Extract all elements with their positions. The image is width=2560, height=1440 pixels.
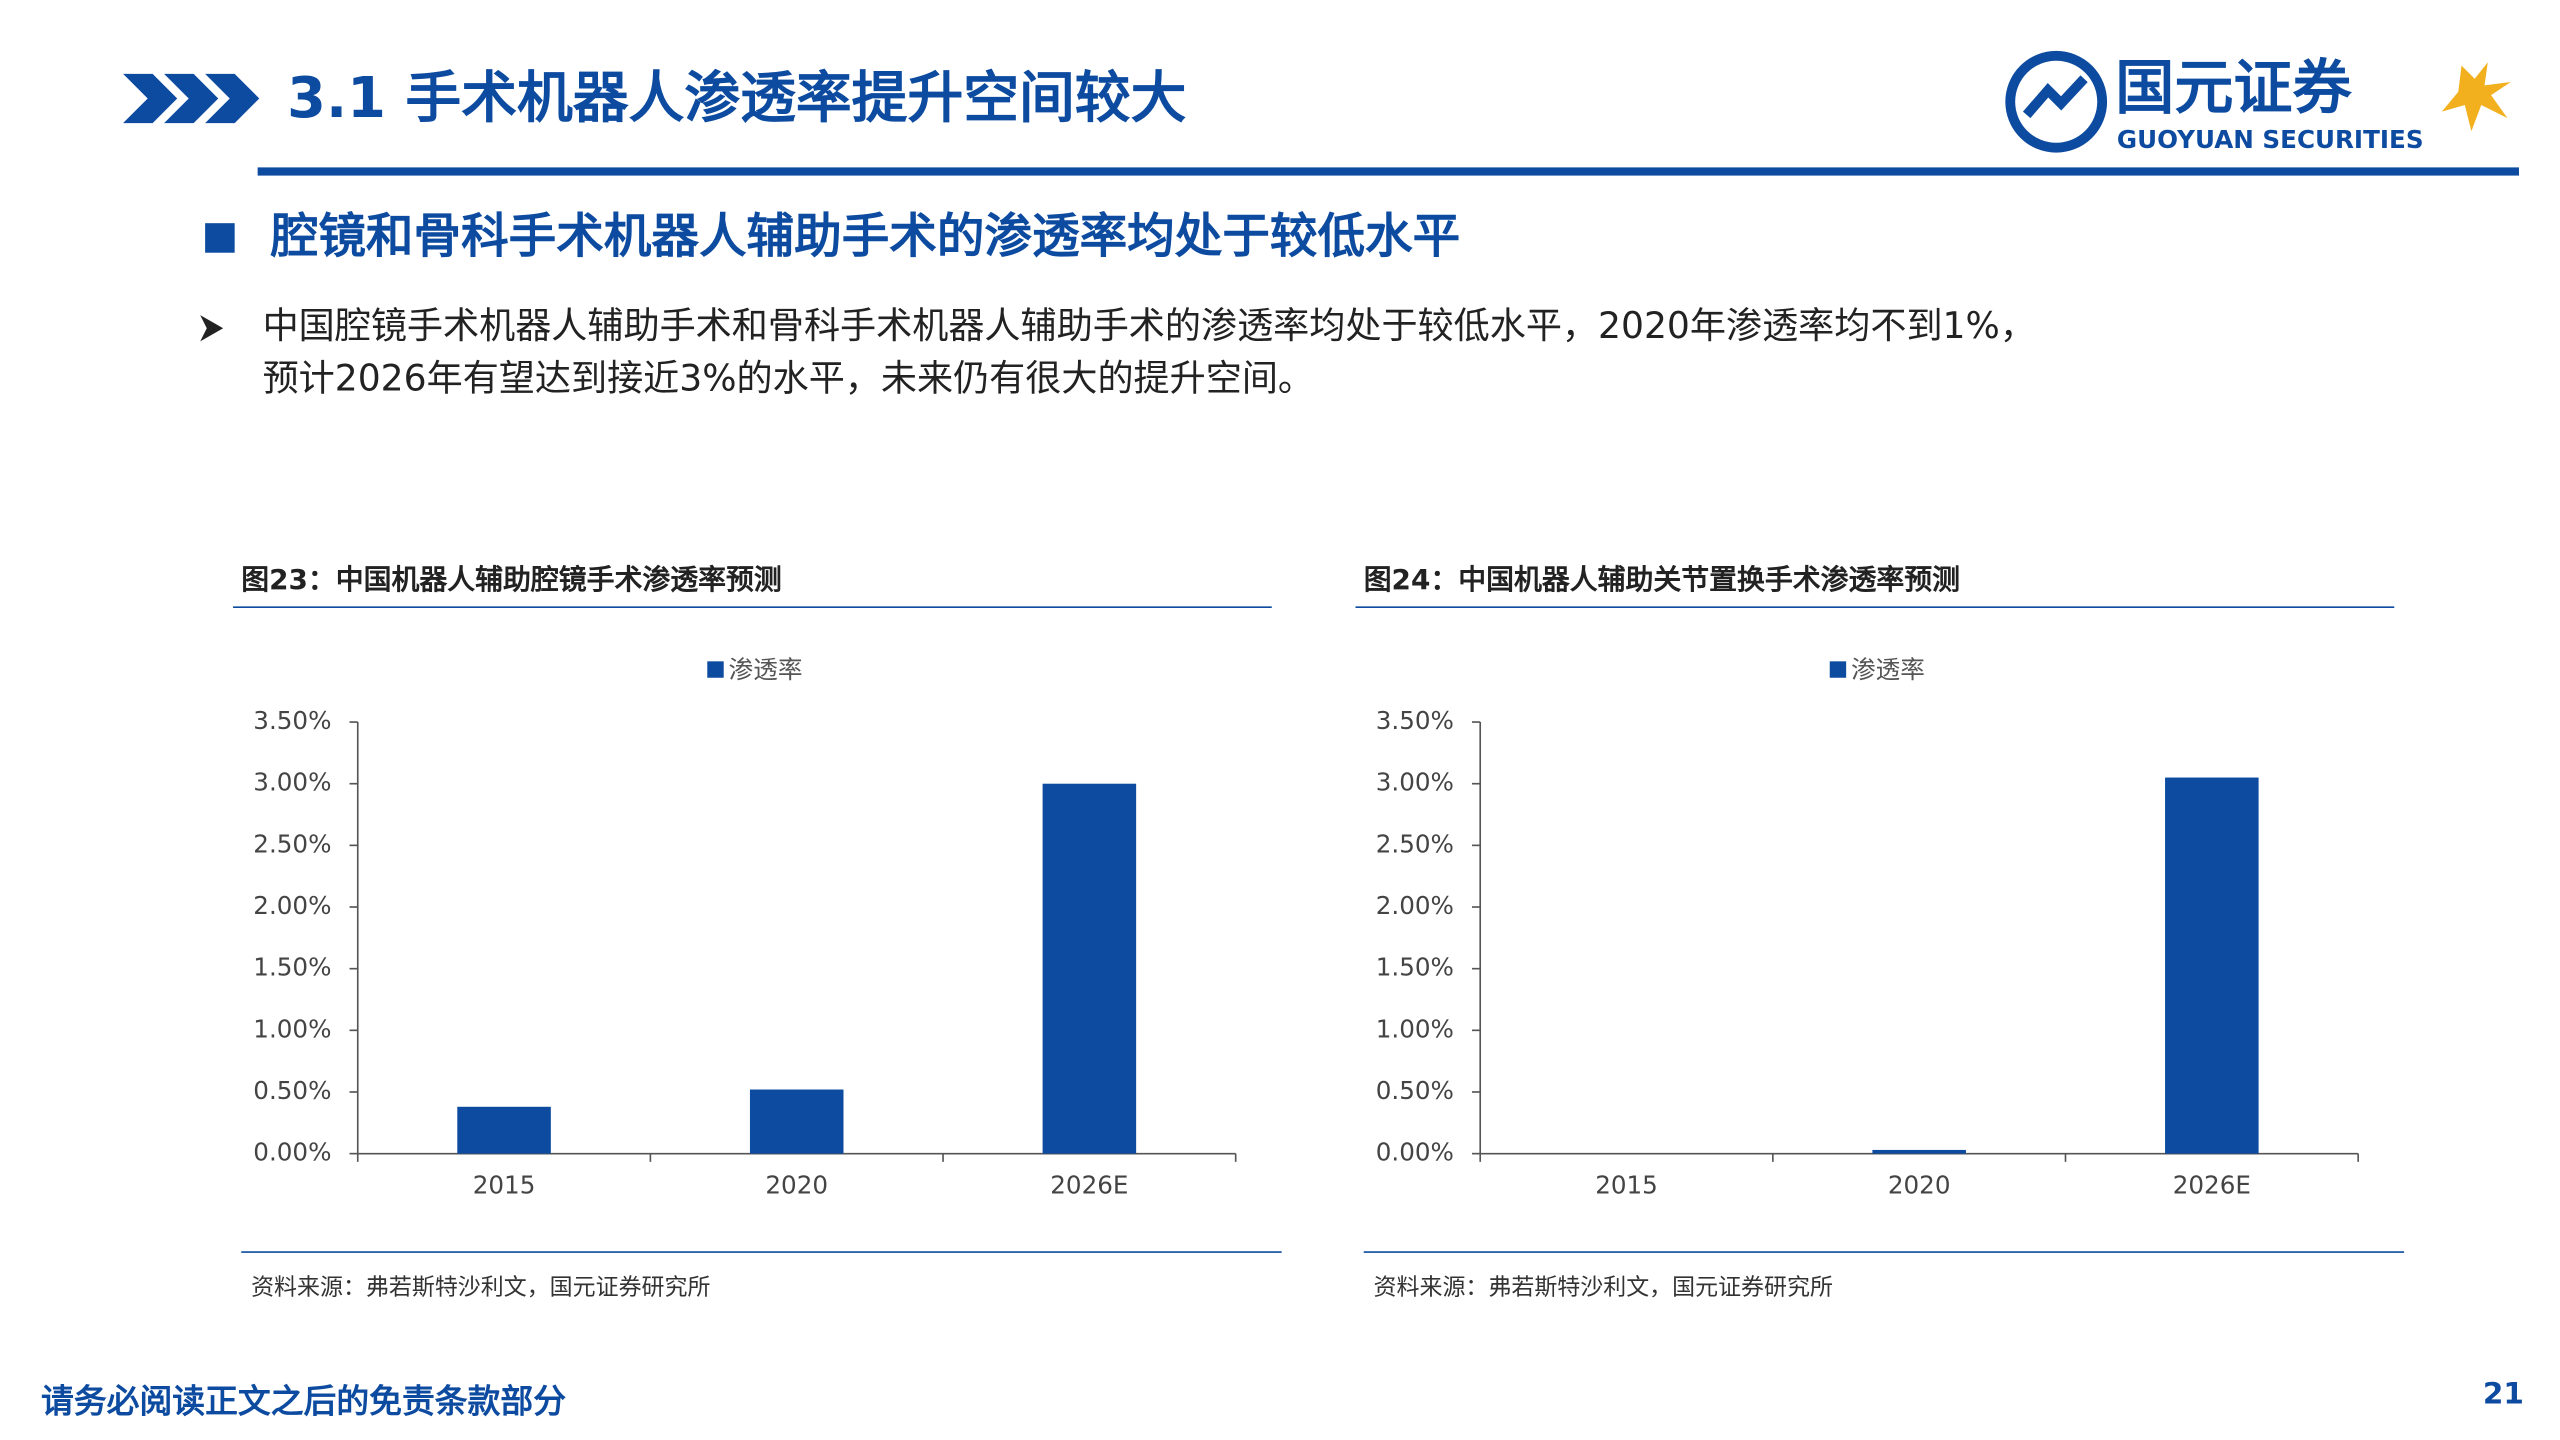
y-tick-label: 3.00% — [1376, 768, 1454, 797]
y-tick-label: 1.00% — [253, 1014, 331, 1043]
legend-label: 渗透率 — [729, 655, 803, 684]
y-tick-label: 0.50% — [1376, 1076, 1454, 1105]
header-rule — [257, 167, 2519, 176]
y-tick-label: 2.00% — [1376, 891, 1454, 920]
x-tick-label: 2015 — [1595, 1170, 1658, 1199]
logo-name: 国元证券 — [2115, 53, 2352, 122]
bar — [1872, 1149, 1966, 1154]
y-tick-label: 3.50% — [253, 706, 331, 735]
y-tick-label: 1.50% — [1376, 953, 1454, 982]
bar — [749, 1089, 844, 1154]
y-tick-label: 0.50% — [253, 1076, 331, 1105]
logo — [2005, 50, 2511, 153]
bullet-marker — [200, 315, 224, 342]
chart-title: 图23：中国机器人辅助腔镜手术渗透率预测 — [241, 563, 782, 596]
x-tick-label: 2020 — [765, 1170, 828, 1199]
legend-swatch — [707, 661, 724, 678]
bar — [457, 1106, 551, 1154]
bullet-line: 预计2026年有望达到接近3%的水平，未来仍有很大的提升空间。 — [263, 357, 1314, 400]
y-tick-label: 0.00% — [253, 1138, 331, 1167]
section-square — [205, 223, 235, 253]
source: 资料来源：弗若斯特沙利文，国元证券研究所 — [251, 1275, 710, 1301]
x-tick-label: 2015 — [473, 1170, 536, 1199]
header-arrows — [123, 73, 260, 124]
y-tick-label: 1.00% — [1376, 1014, 1454, 1043]
y-tick-label: 3.50% — [1376, 706, 1454, 735]
y-tick-label: 2.00% — [253, 891, 331, 920]
bar — [2165, 777, 2259, 1154]
logo-subtitle: GUOYUAN SECURITIES — [2117, 125, 2424, 154]
x-tick-label: 2020 — [1888, 1170, 1951, 1199]
y-tick-label: 2.50% — [253, 829, 331, 858]
chart-title: 图24：中国机器人辅助关节置换手术渗透率预测 — [1364, 563, 1960, 596]
header-title: 3.1 手术机器人渗透率提升空间较大 — [287, 66, 1186, 131]
legend-label: 渗透率 — [1851, 655, 1925, 684]
x-tick-label: 2026E — [2173, 1170, 2251, 1199]
y-tick-label: 2.50% — [1376, 829, 1454, 858]
x-tick-label: 2026E — [1050, 1170, 1128, 1199]
page-number: 21 — [2483, 1376, 2524, 1410]
footer-disclaimer: 请务必阅读正文之后的免责条款部分 — [41, 1383, 566, 1421]
y-tick-label: 3.00% — [253, 768, 331, 797]
bar — [1042, 783, 1137, 1154]
source: 资料来源：弗若斯特沙利文，国元证券研究所 — [1374, 1275, 1833, 1301]
y-tick-label: 0.00% — [1376, 1138, 1454, 1167]
bullet-line: 中国腔镜手术机器人辅助手术和骨科手术机器人辅助手术的渗透率均处于较低水平，202… — [263, 304, 2036, 347]
section-heading: 腔镜和骨科手术机器人辅助手术的渗透率均处于较低水平 — [270, 210, 1460, 265]
y-tick-label: 1.50% — [253, 953, 331, 982]
legend-swatch — [1829, 661, 1847, 678]
